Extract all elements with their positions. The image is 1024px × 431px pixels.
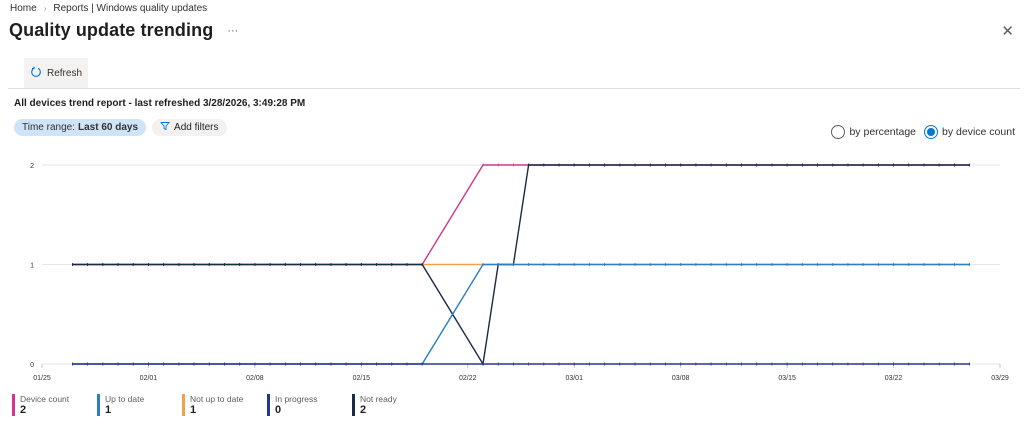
- legend-color-swatch: [12, 394, 15, 416]
- legend-color-swatch: [267, 394, 270, 416]
- time-range-value: Last 60 days: [77, 122, 139, 133]
- chevron-right-icon: ›: [43, 4, 47, 13]
- x-tick-label: 02/22: [459, 375, 477, 382]
- legend-color-swatch: [182, 394, 185, 416]
- y-tick-label: 2: [30, 163, 34, 170]
- x-tick-label: 03/01: [565, 375, 583, 382]
- breadcrumb-home[interactable]: Home: [10, 3, 37, 14]
- title-row: Quality update trending ···: [9, 20, 238, 41]
- legend-color-swatch: [352, 394, 355, 416]
- time-range-filter[interactable]: Time range: Last 60 days: [14, 119, 147, 136]
- trend-line-chart: 0 1 2 01/25 02/01 02/08 02/15 02/22 03/01 03/08 03…: [30, 163, 1009, 382]
- y-tick-label: 1: [30, 263, 34, 270]
- legend-label: Device count: [20, 394, 70, 404]
- legend-item-not-ready[interactable]: Not ready 2: [352, 394, 433, 416]
- legend-value: 0: [275, 404, 282, 416]
- x-tick-label: 01/25: [33, 375, 51, 382]
- refresh-label: Refresh: [47, 67, 83, 79]
- legend-color-swatch: [97, 394, 100, 416]
- chart-legend: Device count 2 Up to date 1 Not up to date 1 I…: [12, 394, 433, 416]
- legend-label: Not ready: [360, 394, 397, 404]
- x-tick-label: 03/29: [991, 375, 1009, 382]
- x-tick-label: 03/15: [778, 375, 796, 382]
- radio-by-percentage[interactable]: by percentage: [831, 125, 916, 139]
- legend-label: Not up to date: [190, 394, 244, 404]
- radio-circle[interactable]: [831, 125, 846, 139]
- add-filters-label: Add filters: [174, 122, 219, 133]
- breadcrumb: Home › Reports | Windows quality updates: [10, 3, 207, 14]
- x-tick-label: 02/08: [246, 375, 264, 382]
- legend-value: 1: [105, 404, 112, 416]
- x-tick-label: 03/22: [885, 375, 903, 382]
- x-tick-label: 02/15: [353, 375, 371, 382]
- legend-item-up-to-date[interactable]: Up to date 1: [97, 394, 178, 416]
- series-line-up-to-date: [72, 263, 970, 365]
- x-tick-label: 03/08: [672, 375, 690, 382]
- report-heading: All devices trend report - last refreshe…: [14, 98, 306, 109]
- legend-item-not-up-to-date[interactable]: Not up to date 1: [182, 394, 263, 416]
- legend-label: Up to date: [105, 394, 145, 404]
- legend-value: 2: [360, 404, 367, 416]
- breadcrumb-current[interactable]: Reports | Windows quality updates: [53, 3, 208, 14]
- legend-item-device-count[interactable]: Device count 2: [12, 394, 93, 416]
- refresh-icon: [30, 66, 42, 81]
- more-options-button[interactable]: ···: [227, 24, 239, 37]
- refresh-button[interactable]: Refresh: [24, 58, 89, 88]
- radio-by-device-count[interactable]: by device count: [924, 125, 1015, 139]
- legend-label: In progress: [275, 394, 318, 404]
- radio-label: by percentage: [849, 126, 917, 138]
- filter-icon: [160, 121, 171, 134]
- close-button[interactable]: ✕: [1001, 23, 1014, 40]
- time-range-label: Time range:: [22, 122, 75, 133]
- toolbar: Refresh: [8, 58, 1020, 89]
- y-tick-label: 0: [30, 362, 34, 369]
- view-mode-radio-group: by percentage by device count: [831, 125, 1015, 139]
- filter-bar: Time range: Last 60 days Add filters: [14, 119, 227, 136]
- radio-label: by device count: [942, 126, 1015, 138]
- x-tick-label: 02/01: [140, 375, 158, 382]
- page-title: Quality update trending: [9, 20, 214, 40]
- radio-circle-selected[interactable]: [924, 125, 939, 139]
- legend-item-in-progress[interactable]: In progress 0: [267, 394, 348, 416]
- add-filters-button[interactable]: Add filters: [152, 119, 227, 136]
- legend-value: 1: [190, 404, 197, 416]
- legend-value: 2: [20, 404, 27, 416]
